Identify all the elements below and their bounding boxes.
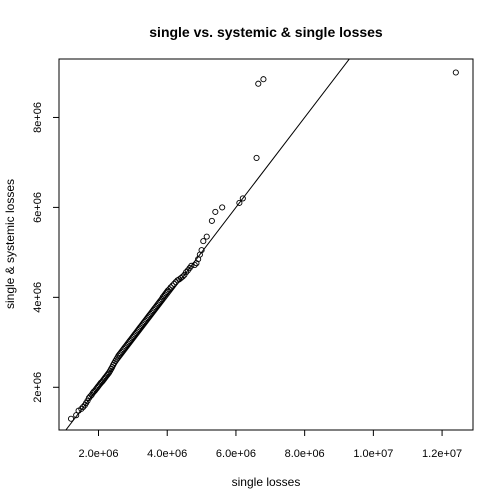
data-point bbox=[167, 284, 174, 291]
data-point bbox=[208, 217, 215, 224]
data-point bbox=[203, 233, 210, 240]
plot-frame bbox=[58, 58, 474, 431]
data-point bbox=[200, 238, 207, 245]
y-tick-label: 8e+06 bbox=[32, 102, 44, 133]
x-tick-label: 8.0e+06 bbox=[285, 448, 325, 460]
data-point bbox=[78, 405, 85, 412]
x-tick-label: 1.0e+07 bbox=[353, 448, 393, 460]
data-point bbox=[169, 282, 176, 289]
y-tick-label: 2e+06 bbox=[32, 372, 44, 403]
data-point bbox=[183, 269, 190, 276]
reference-line bbox=[65, 59, 350, 430]
y-axis-label: single & systemic losses bbox=[3, 179, 17, 309]
data-point bbox=[171, 280, 178, 287]
data-point bbox=[191, 261, 198, 269]
data-points bbox=[67, 69, 459, 422]
data-point bbox=[177, 274, 185, 282]
data-point bbox=[253, 154, 260, 161]
y-tick-label: 4e+06 bbox=[32, 282, 44, 313]
data-point bbox=[193, 260, 200, 267]
y-tick-label: 6e+06 bbox=[32, 192, 44, 223]
data-point bbox=[236, 199, 243, 206]
chart-title: single vs. systemic & single losses bbox=[149, 24, 383, 40]
reference-line-group bbox=[65, 59, 350, 430]
data-point bbox=[179, 273, 186, 280]
x-axis-label: single losses bbox=[232, 475, 301, 489]
x-tick-label: 6.0e+06 bbox=[216, 448, 256, 460]
data-point bbox=[73, 412, 80, 419]
x-tick-label: 1.2e+07 bbox=[422, 448, 462, 460]
data-point bbox=[188, 262, 195, 269]
data-point bbox=[198, 247, 205, 254]
data-point bbox=[79, 404, 87, 411]
x-axis: 2.0e+06 4.0e+06 6.0e+06 8.0e+06 1.0e+07 1.2e+… bbox=[78, 430, 462, 460]
data-point bbox=[260, 76, 267, 83]
y-axis: 2e+06 4e+06 6e+06 8e+06 bbox=[32, 102, 59, 403]
data-point bbox=[157, 297, 164, 304]
data-point bbox=[239, 195, 246, 202]
data-point bbox=[212, 208, 219, 215]
x-tick-label: 2.0e+06 bbox=[78, 448, 118, 460]
data-point bbox=[452, 69, 459, 76]
data-point bbox=[67, 415, 75, 422]
data-point bbox=[255, 80, 262, 87]
x-tick-label: 4.0e+06 bbox=[147, 448, 187, 460]
data-point bbox=[219, 204, 226, 211]
data-point bbox=[105, 370, 112, 377]
data-point bbox=[166, 286, 173, 293]
